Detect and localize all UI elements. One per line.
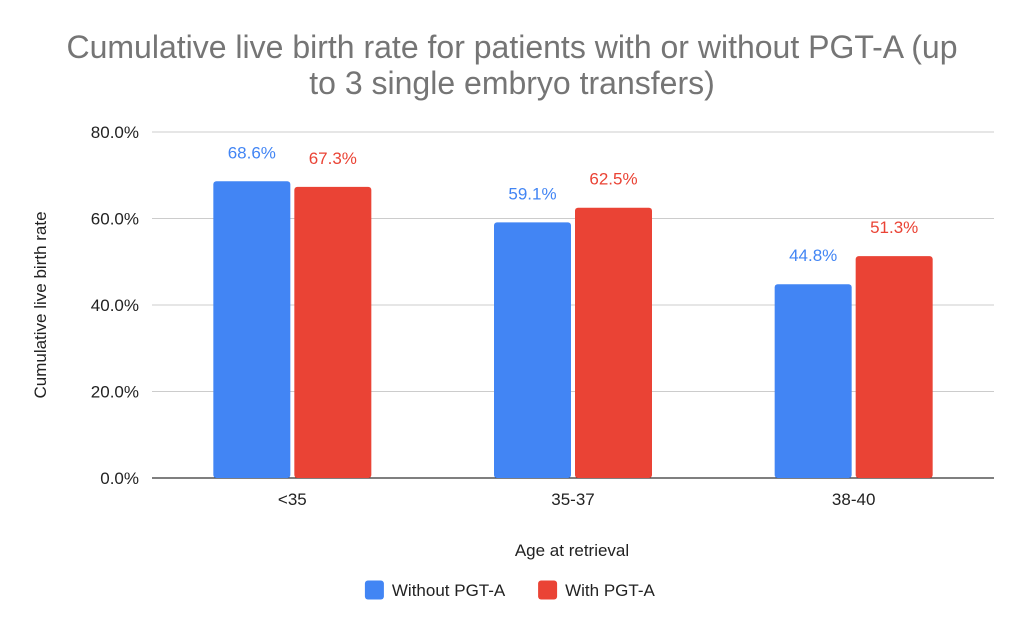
gridlines bbox=[152, 131, 994, 479]
bar bbox=[855, 256, 933, 478]
data-label: 62.5% bbox=[589, 170, 637, 189]
bar bbox=[494, 222, 571, 478]
data-label: 44.8% bbox=[789, 246, 837, 265]
y-axis-title: Cumulative live birth rate bbox=[31, 211, 50, 398]
bar bbox=[575, 207, 652, 478]
y-tick-label: 20.0% bbox=[91, 383, 139, 402]
legend: Without PGT-A With PGT-A bbox=[364, 580, 655, 600]
x-axis-title: Age at retrieval bbox=[515, 541, 629, 560]
bars bbox=[213, 181, 933, 479]
data-labels: 68.6% 67.3% 59.1% 62.5% 44.8% 51.3% bbox=[228, 143, 919, 265]
bar bbox=[774, 284, 852, 478]
chart-title: Cumulative live birth rate for patients … bbox=[66, 29, 957, 101]
y-tick-label: 0.0% bbox=[100, 469, 139, 488]
data-label: 51.3% bbox=[870, 218, 918, 237]
x-tick-label: 38-40 bbox=[832, 490, 875, 509]
legend-label: Without PGT-A bbox=[392, 581, 506, 600]
data-label: 67.3% bbox=[309, 149, 357, 168]
data-label: 68.6% bbox=[228, 143, 276, 162]
y-tick-label: 80.0% bbox=[91, 123, 139, 142]
y-tick-label: 60.0% bbox=[91, 210, 139, 229]
data-label: 59.1% bbox=[508, 184, 556, 203]
chart-title-line-2: to 3 single embryo transfers) bbox=[309, 65, 715, 101]
legend-swatch bbox=[538, 580, 558, 600]
y-axis-tick-labels: 0.0% 20.0% 40.0% 60.0% 80.0% bbox=[91, 123, 139, 488]
x-tick-label: 35-37 bbox=[551, 490, 594, 509]
x-axis-tick-labels: <35 35-37 38-40 bbox=[278, 490, 875, 509]
legend-swatch bbox=[364, 580, 384, 600]
y-tick-label: 40.0% bbox=[91, 296, 139, 315]
chart-title-line-1: Cumulative live birth rate for patients … bbox=[66, 29, 957, 65]
bar bbox=[213, 181, 291, 478]
bar bbox=[294, 186, 372, 479]
x-tick-label: <35 bbox=[278, 490, 307, 509]
legend-label: With PGT-A bbox=[565, 581, 655, 600]
